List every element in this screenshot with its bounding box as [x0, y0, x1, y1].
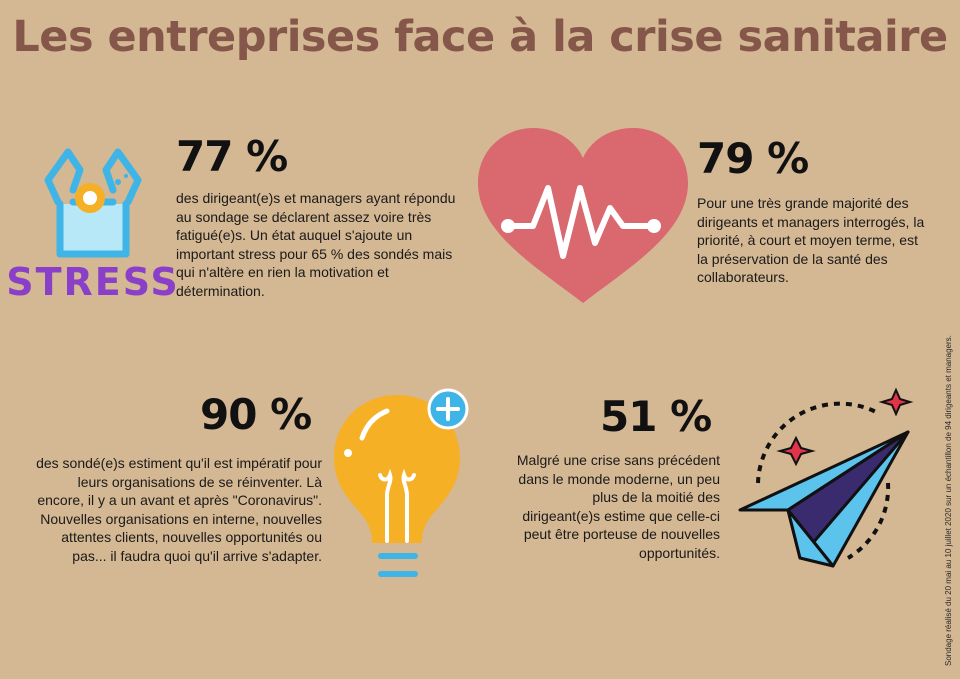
stat-desc-77: des dirigeant(e)s et managers ayant répo… [176, 190, 456, 299]
stress-label: STRESS [6, 260, 180, 304]
stress-person-icon: STRESS [6, 148, 178, 304]
survey-footnote: Sondage réalisé du 20 mai au 10 juillet … [944, 335, 953, 666]
paper-plane-icon [738, 387, 914, 568]
stat-value-77: 77 % [176, 132, 288, 181]
stat-value-51: 51 % [600, 392, 712, 441]
stat-desc-90: des sondé(e)s estiment qu'il est impérat… [36, 455, 322, 564]
stat-value-90: 90 % [200, 390, 312, 439]
heart-pulse-icon [478, 128, 688, 303]
stat-value-79: 79 % [697, 134, 809, 183]
lightbulb-plus-icon [334, 388, 469, 577]
page-title: Les entreprises face à la crise sanitair… [12, 12, 948, 62]
stat-desc-79: Pour une très grande majorité des dirige… [697, 195, 925, 286]
stat-desc-51: Malgré une crise sans précédent dans le … [516, 452, 720, 561]
